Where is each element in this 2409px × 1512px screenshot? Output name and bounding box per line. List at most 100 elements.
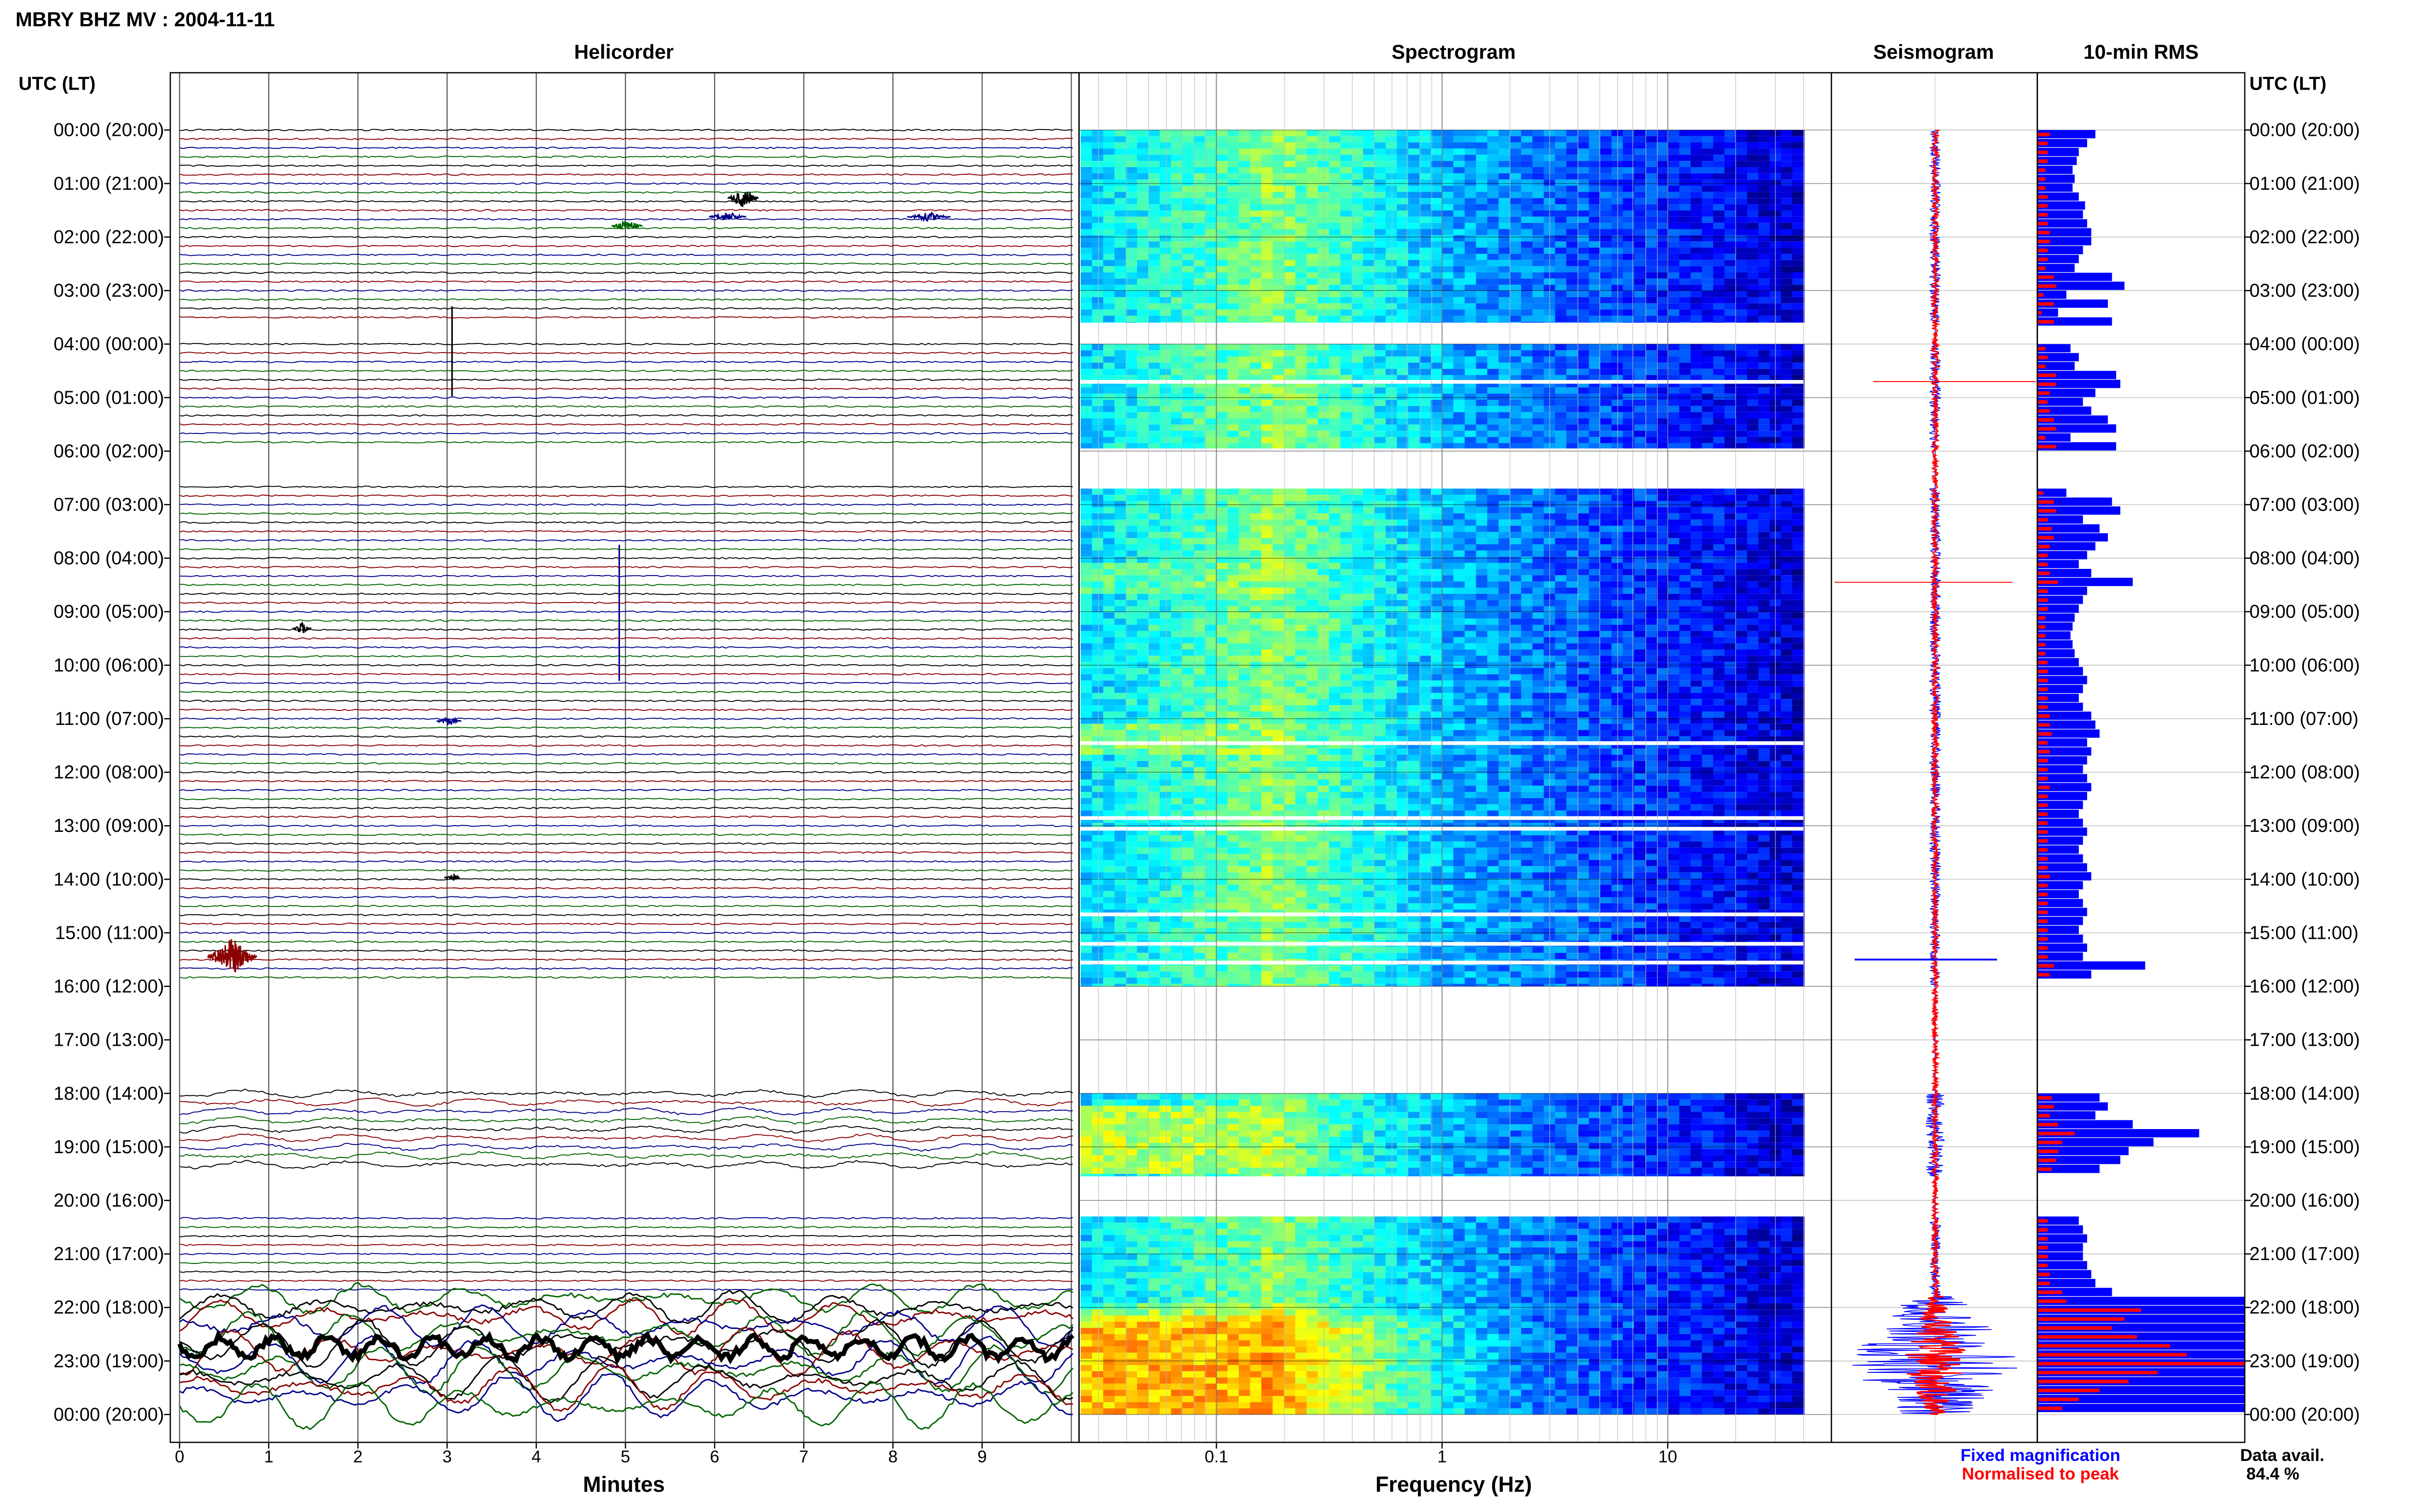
spectrogram-cell	[1182, 550, 1195, 557]
spectrogram-cell	[1487, 488, 1500, 495]
spectrogram-cell	[1792, 173, 1805, 180]
spectrogram-cell	[1747, 656, 1760, 662]
spectrogram-cell	[1103, 443, 1116, 449]
spectrogram-cell	[1239, 513, 1251, 520]
spectrogram-cell	[1306, 495, 1319, 501]
spectrogram-cell	[1408, 285, 1421, 291]
spectrogram-cell	[1284, 179, 1297, 186]
spectrogram-cell	[1623, 443, 1635, 449]
spectrogram-cell	[1532, 136, 1545, 143]
spectrogram-cell	[1397, 563, 1409, 569]
spectrogram-cell	[1600, 443, 1613, 449]
spectrogram-cell	[1103, 272, 1116, 279]
spectrogram-cell	[1781, 161, 1793, 167]
spectrogram-cell	[1239, 507, 1251, 513]
spectrogram-cell	[1634, 587, 1647, 594]
spectrogram-cell	[1080, 291, 1093, 297]
spectrogram-cell	[1182, 424, 1195, 431]
spectrogram-cell	[1397, 210, 1409, 217]
spectrogram-cell	[1430, 356, 1443, 363]
spectrogram-cell	[1453, 662, 1466, 669]
spectrogram-cell	[1329, 394, 1342, 400]
spectrogram-cell	[1430, 443, 1443, 449]
spectrogram-cell	[1239, 142, 1251, 149]
spectrogram-cell	[1261, 266, 1274, 273]
spectrogram-cell	[1521, 216, 1534, 223]
spectrogram-cell	[1713, 362, 1726, 369]
spectrogram-cell	[1668, 637, 1681, 644]
spectrogram-cell	[1193, 344, 1206, 351]
spectrogram-cell	[1272, 161, 1285, 167]
spectrogram-cell	[1588, 285, 1602, 291]
spectrogram-cell	[1227, 431, 1240, 437]
spectrogram-cell	[1792, 501, 1805, 507]
spectrogram-cell	[1250, 606, 1262, 613]
spectrogram-cell	[1702, 406, 1714, 412]
spectrogram-cell	[1623, 241, 1635, 248]
spectrogram-cell	[1690, 418, 1703, 425]
spectrogram-cell	[1397, 260, 1409, 266]
spectrogram-cell	[1397, 362, 1409, 369]
spectrogram-cell	[1363, 356, 1376, 363]
spectrogram-cell	[1577, 399, 1590, 406]
spectrogram-cell	[1713, 179, 1726, 186]
spectrogram-cell	[1588, 399, 1602, 406]
spectrogram-cell	[1453, 309, 1466, 316]
spectrogram-cell	[1476, 606, 1488, 613]
spectrogram-cell	[1351, 167, 1364, 173]
spectrogram-cell	[1171, 155, 1183, 161]
spectrogram-cell	[1532, 612, 1545, 619]
spectrogram-cell	[1747, 431, 1760, 437]
spectrogram-cell	[1125, 532, 1138, 539]
spectrogram-cell	[1498, 431, 1511, 437]
spectrogram-cell	[1193, 507, 1206, 513]
spectrogram-cell	[1713, 198, 1726, 205]
spectrogram-cell	[1679, 631, 1692, 637]
spectrogram-cell	[1306, 260, 1319, 266]
spectrogram-cell	[1103, 501, 1116, 507]
spectrogram-cell	[1758, 507, 1771, 513]
spectrogram-cell	[1182, 544, 1195, 551]
spectrogram-cell	[1442, 235, 1455, 242]
spectrogram-cell	[1453, 272, 1466, 279]
spectrogram-cell	[1351, 235, 1364, 242]
spectrogram-cell	[1735, 656, 1748, 662]
spectrogram-cell	[1747, 198, 1760, 205]
spectrogram-cell	[1204, 581, 1218, 588]
spectrogram-cell	[1408, 637, 1421, 644]
spectrogram-cell	[1092, 161, 1104, 167]
spectrogram-cell	[1781, 192, 1793, 198]
spectrogram-cell	[1261, 587, 1274, 594]
spectrogram-cell	[1566, 569, 1579, 576]
spectrogram-cell	[1747, 394, 1760, 400]
spectrogram-cell	[1430, 501, 1443, 507]
spectrogram-cell	[1430, 179, 1443, 186]
spectrogram-cell	[1430, 148, 1443, 155]
spectrogram-cell	[1284, 278, 1297, 285]
spectrogram-cell	[1509, 356, 1522, 363]
spectrogram-cell	[1284, 501, 1297, 507]
spectrogram-cell	[1408, 344, 1421, 351]
spectrogram-cell	[1735, 278, 1748, 285]
spectrogram-cell	[1204, 587, 1218, 594]
spectrogram-cell	[1419, 173, 1432, 180]
spectrogram-cell	[1374, 387, 1387, 394]
spectrogram-cell	[1125, 185, 1138, 192]
spectrogram-cell	[1092, 167, 1104, 173]
spectrogram-cell	[1363, 649, 1376, 656]
spectrogram-cell	[1758, 167, 1771, 173]
spectrogram-cell	[1216, 322, 1229, 323]
spectrogram-cell	[1216, 575, 1229, 582]
spectrogram-cell	[1239, 606, 1251, 613]
spectrogram-cell	[1679, 581, 1692, 588]
spectrogram-cell	[1770, 437, 1782, 443]
spectrogram-cell	[1770, 223, 1782, 229]
spectrogram-cell	[1588, 260, 1602, 266]
spectrogram-cell	[1442, 662, 1455, 669]
spectrogram-cell	[1306, 223, 1319, 229]
spectrogram-cell	[1430, 581, 1443, 588]
spectrogram-cell	[1159, 322, 1172, 323]
spectrogram-cell	[1340, 161, 1353, 167]
spectrogram-cell	[1600, 216, 1613, 223]
spectrogram-cell	[1239, 272, 1251, 279]
